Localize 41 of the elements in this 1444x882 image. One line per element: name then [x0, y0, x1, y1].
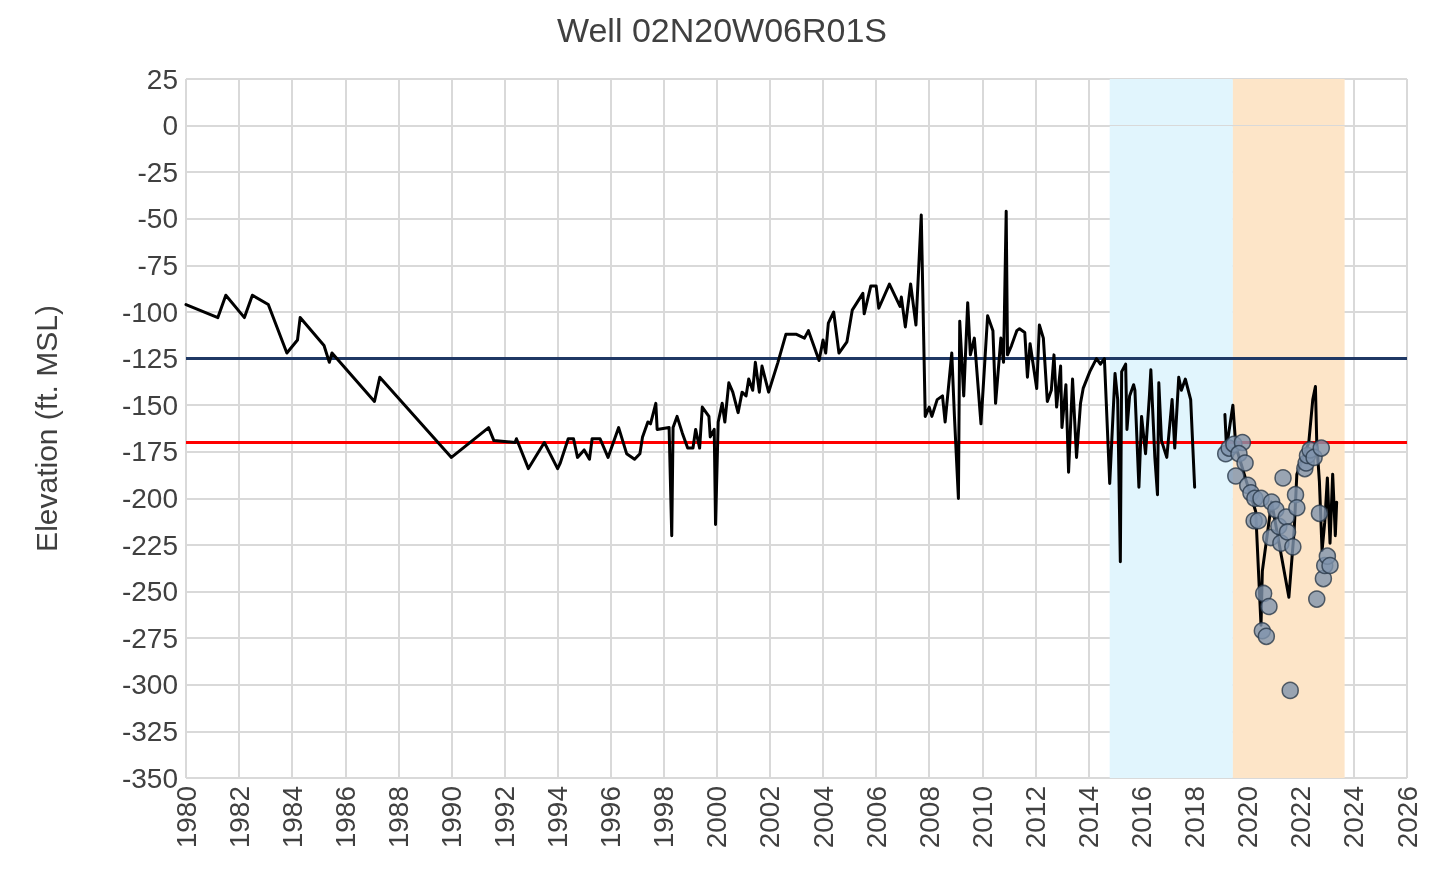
x-tick-label: 1996 [595, 786, 627, 849]
x-tick-label: 2024 [1338, 786, 1370, 849]
x-tick-label: 2002 [754, 786, 786, 849]
x-tick-label: 2000 [701, 786, 733, 849]
y-axis-title: Elevation (ft. MSL) [29, 305, 63, 552]
x-tick-label: 2022 [1285, 786, 1317, 849]
y-tick-label: -175 [121, 436, 178, 468]
x-tick-label: 1988 [382, 786, 414, 849]
y-tick-label: -100 [121, 296, 178, 328]
x-tick-label: 2016 [1126, 786, 1158, 849]
y-tick-label: -300 [121, 669, 178, 701]
x-tick-label: 1998 [648, 786, 680, 849]
x-tick-label: 1982 [223, 786, 255, 849]
x-tick-label: 1986 [329, 786, 361, 849]
y-tick-label: -350 [121, 762, 178, 794]
y-tick-label: -75 [137, 249, 178, 281]
x-tick-label: 1992 [489, 786, 521, 849]
chart-title: Well 02N20W06R01S [556, 11, 888, 49]
x-tick-label: 2014 [1072, 786, 1104, 849]
y-tick-label: -200 [121, 482, 178, 514]
y-tick-label: -125 [121, 343, 178, 375]
x-tick-label: 2020 [1232, 786, 1264, 849]
y-tick-label: -25 [137, 156, 178, 188]
x-tick-label: 1990 [435, 786, 467, 849]
y-tick-label: -250 [121, 576, 178, 608]
x-tick-label: 2008 [913, 786, 945, 849]
y-tick-label: -50 [137, 203, 178, 235]
x-tick-label: 2012 [1019, 786, 1051, 849]
y-tick-label: -325 [121, 715, 178, 747]
x-tick-label: 2010 [966, 786, 998, 849]
y-tick-label: 25 [146, 63, 178, 95]
y-tick-label: -225 [121, 529, 178, 561]
y-tick-label: 0 [162, 110, 178, 142]
x-tick-label: 2026 [1391, 786, 1423, 849]
x-tick-label: 1994 [542, 786, 574, 849]
x-tick-label: 2018 [1179, 786, 1211, 849]
x-tick-label: 2006 [860, 786, 892, 849]
y-tick-label: -275 [121, 622, 178, 654]
x-tick-label: 1984 [276, 786, 308, 849]
x-tick-label: 2004 [807, 786, 839, 849]
y-tick-label: -150 [121, 389, 178, 421]
